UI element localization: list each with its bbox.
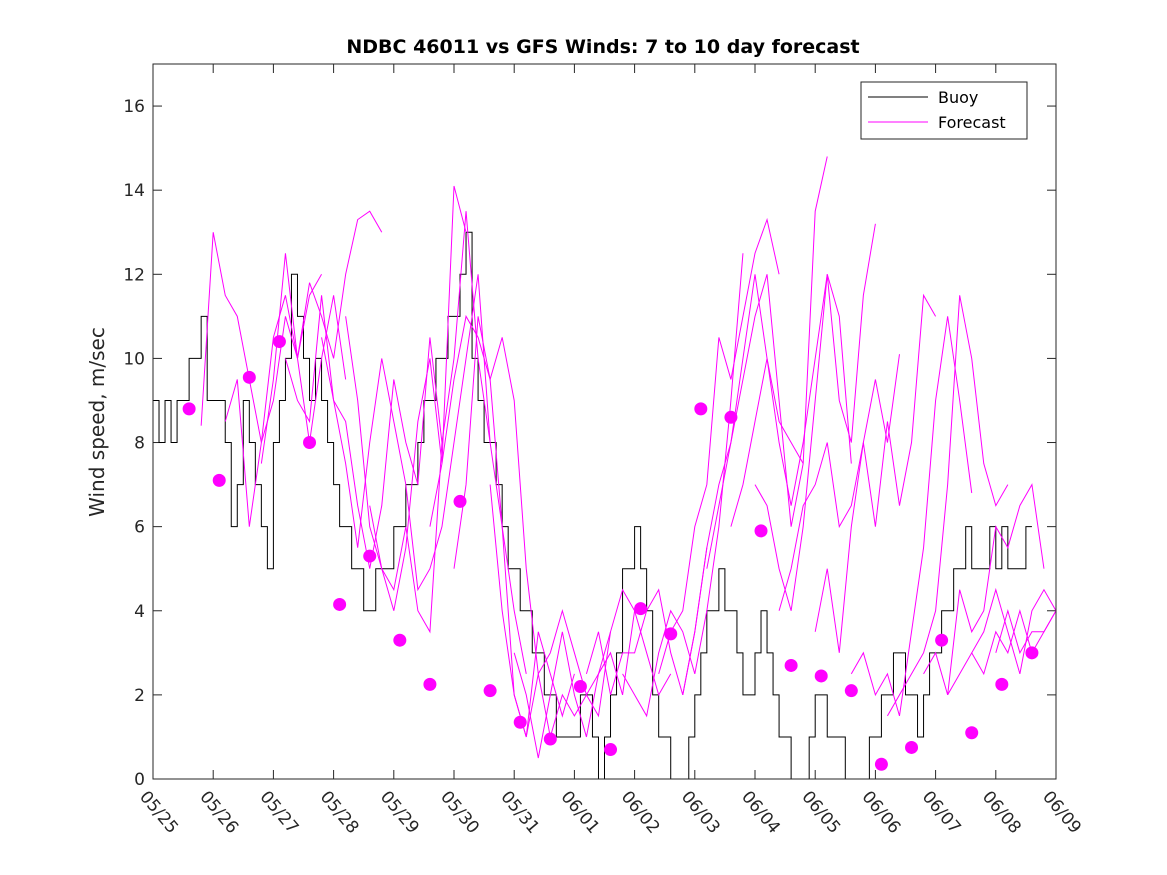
forecast-marker — [483, 684, 497, 698]
forecast-marker — [423, 677, 437, 691]
forecast-series-layer — [200, 156, 1057, 759]
forecast-series-line — [778, 354, 900, 611]
forecast-marker — [303, 436, 317, 450]
x-tick-label: 05/31 — [496, 787, 543, 837]
forecast-series-line — [513, 610, 636, 759]
x-tick-label: 05/26 — [195, 787, 242, 837]
forecast-marker — [212, 473, 226, 487]
forecast-series-line — [706, 156, 828, 569]
y-tick-label: 6 — [134, 518, 145, 538]
forecast-marker — [694, 402, 708, 416]
forecast-series-line — [947, 608, 1057, 696]
y-tick-label: 10 — [123, 349, 145, 369]
forecast-series-line — [682, 274, 804, 695]
forecast-marker — [182, 402, 196, 416]
forecast-series-line — [814, 293, 937, 653]
forecast-series-line — [369, 211, 491, 634]
forecast-series-line — [405, 274, 527, 674]
forecast-marker — [604, 743, 618, 757]
y-tick-label: 0 — [134, 770, 145, 790]
x-tick-label: 05/30 — [436, 787, 483, 837]
plot-frame — [152, 63, 1057, 780]
forecast-marker — [333, 597, 347, 611]
forecast-series-line — [224, 295, 347, 527]
y-tick-label: 12 — [123, 265, 145, 285]
buoy-series-line — [153, 231, 1032, 780]
x-tick-label: 06/04 — [737, 787, 784, 837]
x-tick-label: 05/29 — [376, 787, 423, 837]
forecast-marker — [935, 633, 949, 647]
forecast-marker — [965, 726, 979, 740]
x-tick-label: 06/01 — [557, 787, 604, 837]
forecast-series-line — [850, 316, 973, 717]
forecast-series-line — [887, 295, 1009, 717]
forecast-marker — [242, 370, 256, 384]
forecast-marker — [393, 633, 407, 647]
forecast-marker — [905, 740, 919, 754]
forecast-marker — [513, 715, 527, 729]
y-axis-label: Wind speed, m/sec — [85, 327, 109, 517]
x-tick-label: 06/07 — [918, 787, 965, 837]
forecast-series-line — [754, 223, 876, 611]
forecast-marker — [874, 757, 888, 771]
chart-title: NDBC 46011 vs GFS Winds: 7 to 10 day for… — [346, 36, 859, 58]
forecast-marker — [754, 524, 768, 538]
x-tick-label: 05/27 — [256, 787, 303, 837]
forecast-marker — [453, 494, 467, 508]
legend: Buoy Forecast — [860, 81, 1028, 140]
forecast-marker — [814, 669, 828, 683]
x-tick-label: 06/02 — [617, 787, 664, 837]
forecast-series-line — [995, 608, 1057, 655]
forecast-series-line — [971, 587, 1057, 674]
forecast-series-line — [549, 588, 672, 718]
forecast-marker — [634, 602, 648, 616]
forecast-marker — [363, 549, 377, 563]
x-tick-label: 06/03 — [677, 787, 724, 837]
forecast-marker — [543, 732, 557, 746]
forecast-marker — [573, 679, 587, 693]
forecast-markers-layer — [182, 335, 1039, 771]
forecast-series-line — [260, 210, 383, 464]
forecast-series-line — [321, 337, 443, 569]
x-tick-label: 05/28 — [316, 787, 363, 837]
y-tick-label: 4 — [134, 602, 145, 622]
forecast-marker — [664, 627, 678, 641]
forecast-marker — [844, 684, 858, 698]
forecast-series-line — [345, 185, 467, 611]
y-tick-label: 2 — [134, 686, 145, 706]
y-tick-label: 8 — [134, 434, 145, 454]
legend-buoy-label: Buoy — [938, 88, 978, 107]
x-tick-label: 06/05 — [797, 787, 844, 837]
forecast-marker — [724, 410, 738, 424]
legend-forecast-label: Forecast — [938, 113, 1006, 132]
forecast-series-line — [923, 483, 1045, 696]
forecast-marker — [784, 658, 798, 672]
y-tick-label: 14 — [123, 181, 145, 201]
forecast-marker — [1025, 646, 1039, 660]
x-tick-label: 06/06 — [858, 787, 905, 837]
forecast-series-line — [284, 295, 407, 548]
legend-box — [860, 81, 1028, 140]
forecast-marker — [995, 677, 1009, 691]
forecast-series-line — [658, 217, 780, 674]
y-tick-label: 16 — [123, 97, 145, 117]
forecast-marker — [272, 335, 286, 349]
x-tick-label: 06/08 — [978, 787, 1025, 837]
forecast-series-line — [730, 274, 852, 527]
buoy-series-layer — [153, 231, 1032, 780]
x-tick-label: 05/25 — [135, 787, 182, 837]
x-tick-label: 06/09 — [1038, 787, 1085, 837]
